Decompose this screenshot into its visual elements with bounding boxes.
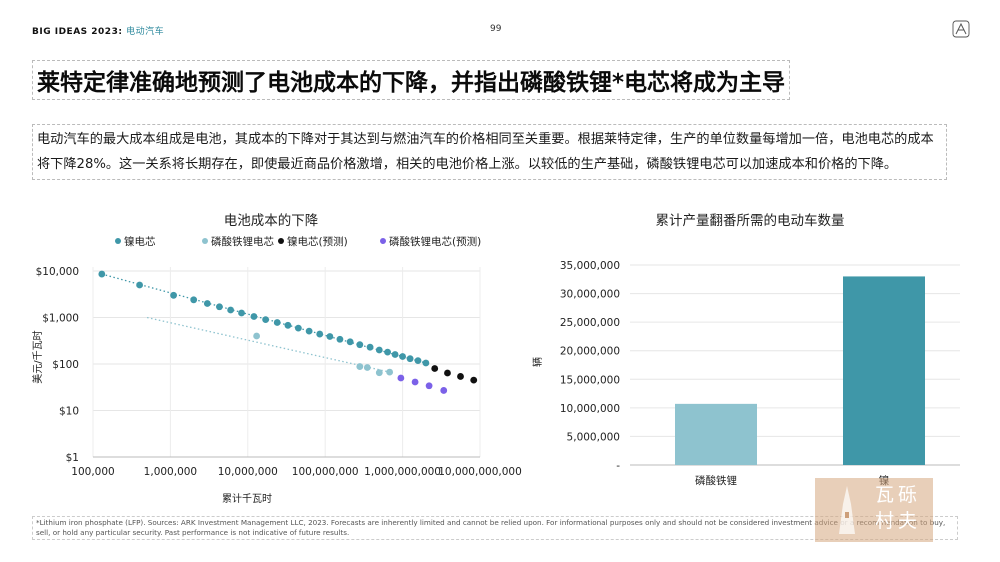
y-tick-label: 35,000,000 (560, 260, 620, 272)
data-point (294, 324, 302, 332)
legend-marker (115, 238, 121, 244)
legend-label: 镍电芯(预测) (287, 235, 348, 248)
y-tick-label: 25,000,000 (560, 317, 620, 329)
title-container: 莱特定律准确地预测了电池成本的下降，并指出磷酸铁锂*电芯将成为主导 (32, 60, 791, 100)
data-point (284, 321, 292, 329)
data-point (316, 330, 324, 338)
tower-icon (839, 486, 855, 534)
data-point (262, 316, 270, 324)
data-point (356, 363, 364, 370)
ev-volume-chart: 累计产量翻番所需的电动车数量 - 5,000,000 10,000,000 15,00… (531, 212, 960, 487)
y-tick-label: 15,000,000 (560, 374, 620, 386)
x-tick-label: 100,000,000 (292, 466, 359, 478)
right-chart-marks (675, 276, 925, 465)
data-point (425, 382, 433, 390)
data-point (440, 387, 448, 394)
legend-label: 镍电芯 (124, 235, 156, 248)
data-point (397, 374, 405, 382)
data-point (366, 343, 374, 351)
data-point (253, 332, 261, 340)
x-tick-label: 1,000,000 (144, 466, 197, 478)
header-separator: : (118, 27, 123, 37)
data-point (444, 369, 451, 377)
x-tick-label: 10,000,000,000 (438, 466, 522, 478)
data-point (375, 369, 383, 377)
data-point (203, 300, 211, 307)
x-tick-label: 100,000 (71, 466, 114, 478)
data-point (305, 327, 313, 335)
data-point (190, 296, 198, 304)
description-container: 电动汽车的最大成本组成是电池，其成本的下降对于其达到与燃油汽车的价格相同至关重要… (32, 124, 947, 180)
data-point (414, 357, 422, 365)
left-chart-grid (92, 267, 481, 458)
left-chart-title: 电池成本的下降 (224, 213, 319, 229)
data-point (470, 376, 478, 384)
data-point (457, 373, 464, 380)
description-text: 电动汽车的最大成本组成是电池，其成本的下降对于其达到与燃油汽车的价格相同至关重要… (37, 132, 934, 172)
legend-marker (202, 238, 208, 244)
brand-label: BIG IDEAS 2023 (32, 27, 119, 37)
x-tick-label: 1,000,000,000 (364, 466, 441, 478)
watermark-text: 瓦砾村夫 (875, 484, 922, 532)
data-point (216, 303, 223, 311)
y-tick-label: 20,000,000 (560, 346, 620, 358)
left-x-axis-label: 累计千瓦时 (222, 492, 272, 505)
ark-logo-icon (952, 20, 970, 38)
data-point (406, 355, 414, 363)
data-point (273, 319, 281, 326)
data-point (363, 364, 371, 371)
data-point (386, 368, 394, 376)
legend-label: 磷酸铁锂电芯 (211, 235, 274, 248)
right-chart-title: 累计产量翻番所需的电动车数量 (656, 212, 845, 229)
battery-cost-chart: 电池成本的下降 镍电芯 磷酸铁锂电芯 镍电芯(预测) 磷酸铁锂电芯(预测) $1 $10… (31, 213, 522, 505)
data-point (391, 351, 399, 358)
x-category-label: 磷酸铁锂 (695, 474, 737, 487)
left-chart-axes: $1 $10 $100 $1,000 $10,000 100,000 1,000,000 10… (36, 266, 522, 478)
page-title: 莱特定律准确地预测了电池成本的下降，并指出磷酸铁锂*电芯将成为主导 (37, 70, 786, 96)
y-tick-label: - (616, 460, 620, 472)
footnote-container: *Lithium iron phosphate (LFP). Sources: … (32, 516, 958, 540)
right-y-axis-label: 辆 (531, 357, 544, 367)
bar (675, 403, 757, 465)
data-point (250, 313, 258, 320)
data-point (411, 378, 419, 386)
page-header: BIG IDEAS 2023: 电动汽车 (32, 24, 164, 37)
data-point (431, 365, 439, 372)
data-point (326, 333, 334, 340)
y-tick-label: $100 (52, 359, 79, 371)
data-point (336, 335, 344, 343)
data-point (346, 338, 354, 346)
trend-line (146, 316, 390, 373)
y-tick-label: 5,000,000 (567, 431, 620, 443)
legend-marker (278, 238, 284, 244)
y-tick-label: $1 (66, 452, 79, 464)
left-y-axis-label: 美元/千瓦时 (31, 330, 44, 383)
data-point (98, 270, 106, 278)
section-label: 电动汽车 (126, 27, 165, 37)
footnote-text: *Lithium iron phosphate (LFP). Sources: … (36, 518, 946, 537)
data-point (422, 359, 430, 367)
y-tick-label: $10 (59, 406, 79, 418)
left-chart-legend: 镍电芯 磷酸铁锂电芯 镍电芯(预测) 磷酸铁锂电芯(预测) (115, 235, 481, 248)
watermark: 瓦砾村夫 (815, 478, 933, 542)
y-tick-label: $10,000 (36, 266, 79, 278)
y-tick-label: 10,000,000 (560, 403, 620, 415)
data-point (375, 346, 383, 354)
page-number: 99 (490, 24, 502, 34)
bar (843, 276, 925, 465)
y-tick-label: 30,000,000 (560, 289, 620, 301)
data-point (399, 353, 406, 360)
x-tick-label: 10,000,000 (218, 466, 278, 478)
data-point (170, 291, 178, 299)
data-point (136, 281, 143, 289)
legend-label: 磷酸铁锂电芯(预测) (389, 235, 481, 248)
data-point (238, 309, 245, 317)
data-point (384, 348, 391, 356)
left-chart-marks (98, 270, 478, 394)
data-point (356, 341, 364, 349)
legend-marker (380, 238, 386, 244)
data-point (227, 306, 235, 314)
y-tick-label: $1,000 (42, 313, 79, 325)
